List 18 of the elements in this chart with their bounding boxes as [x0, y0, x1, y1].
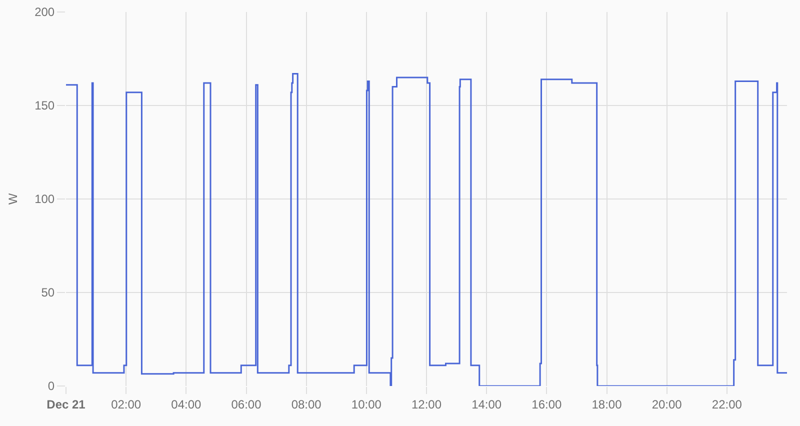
x-tick-label: 10:00 — [351, 397, 382, 412]
x-tick-label: 20:00 — [652, 397, 682, 412]
y-tick-label: 100 — [34, 192, 55, 206]
x-tick-label: 02:00 — [111, 397, 142, 412]
x-tick-label: 14:00 — [472, 397, 502, 412]
x-tick-label: 22:00 — [712, 397, 742, 412]
x-tick-label: 08:00 — [291, 397, 322, 412]
x-tick-label: 04:00 — [171, 397, 202, 412]
y-tick-label: 50 — [41, 286, 55, 300]
y-tick-label: 0 — [48, 379, 55, 394]
y-axis-title: W — [6, 192, 20, 205]
x-tick-label: 12:00 — [411, 397, 442, 412]
y-tick-label: 150 — [34, 98, 55, 113]
x-tick-label: 16:00 — [532, 397, 562, 412]
x-tick-label: 18:00 — [592, 397, 622, 412]
y-tick-label: 200 — [34, 5, 55, 20]
x-tick-label: 06:00 — [231, 397, 262, 412]
x-tick-label: Dec 21 — [46, 397, 86, 412]
